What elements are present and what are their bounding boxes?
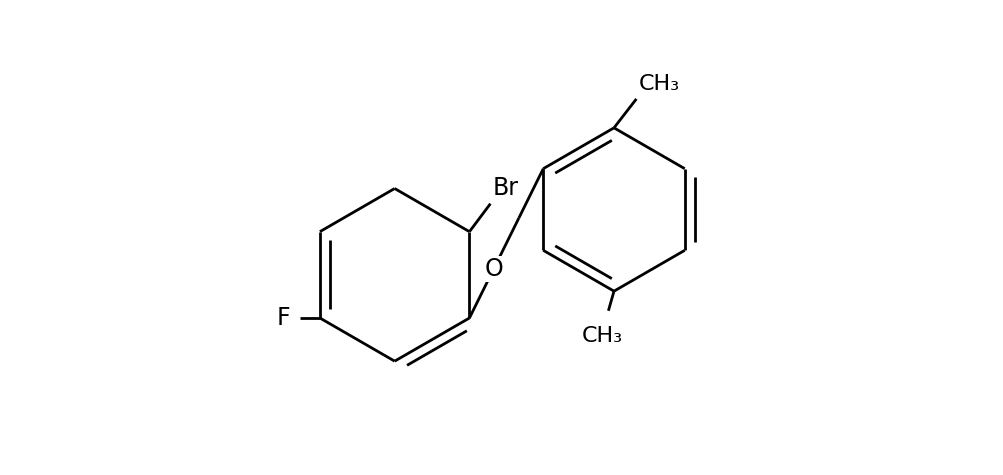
Text: O: O — [483, 256, 503, 281]
Text: F: F — [276, 306, 290, 330]
Text: CH₃: CH₃ — [581, 326, 622, 346]
Text: CH₃: CH₃ — [639, 74, 680, 94]
Text: Br: Br — [492, 176, 519, 200]
